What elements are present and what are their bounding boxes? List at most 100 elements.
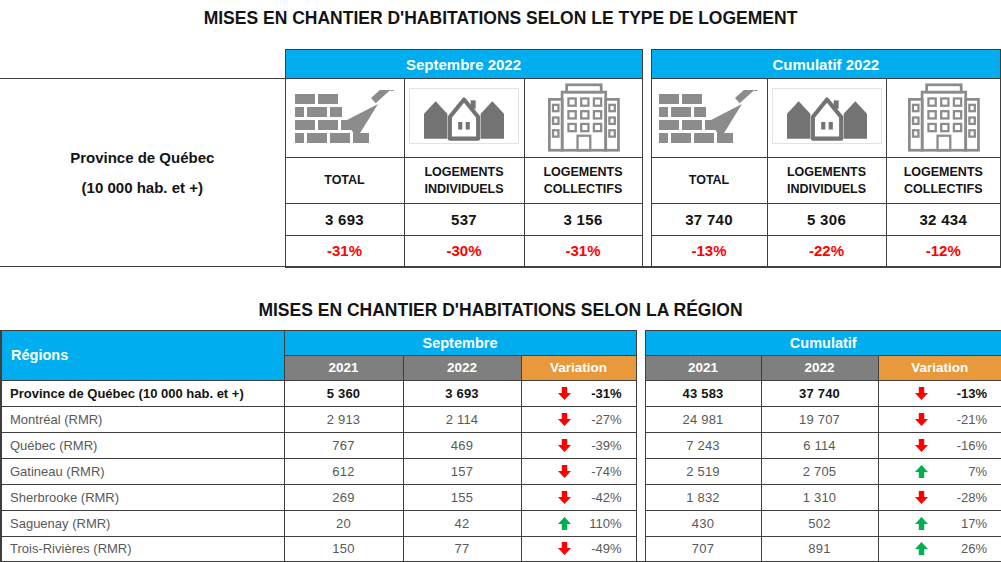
trend-arrow-icon <box>558 387 571 400</box>
column-label-collectifs: LOGEMENTSCOLLECTIFS <box>524 158 642 204</box>
region-name: Province de Québec (10 000 hab. et +) <box>1 380 284 406</box>
divider <box>642 158 651 204</box>
region-table: Régions Septembre Cumulatif 2021 2022 Va… <box>0 330 1001 562</box>
trend-arrow-icon <box>558 517 571 530</box>
value-cell: 37 740 <box>651 204 767 236</box>
value-cell: 502 <box>761 510 878 536</box>
septembre-header: Septembre <box>284 330 636 355</box>
value-cell: 707 <box>645 536 761 562</box>
title-type-table: MISES EN CHANTIER D'HABITATIONS SELON LE… <box>0 0 1001 29</box>
variation-cell: -13% <box>878 380 1001 406</box>
province-row-label: Province de Québec (10 000 hab. et +) <box>0 79 285 267</box>
province-label-line2: (10 000 hab. et +) <box>0 173 285 203</box>
region-name: Québec (RMR) <box>1 432 284 458</box>
table-row: Trois-Rivières (RMR) 150 77 -49% 707 891… <box>1 536 1001 562</box>
subheader-variation: Variation <box>521 355 636 380</box>
trend-arrow-icon <box>915 491 928 504</box>
empty-corner <box>0 50 285 79</box>
value-cell: 5 360 <box>284 380 403 406</box>
trend-arrow-icon <box>558 491 571 504</box>
divider <box>642 79 651 158</box>
value-cell: 7 243 <box>645 432 761 458</box>
value-cell: 37 740 <box>761 380 878 406</box>
table-row: Montréal (RMR) 2 913 2 114 -27% 24 981 1… <box>1 406 1001 432</box>
value-cell: 269 <box>284 484 403 510</box>
divider <box>636 484 645 510</box>
variation-cell: 7% <box>878 458 1001 484</box>
subheader-2022: 2022 <box>761 355 878 380</box>
value-cell: 537 <box>404 204 524 236</box>
column-label-individuels: LOGEMENTSINDIVIDUELS <box>404 158 524 204</box>
subheader-2022: 2022 <box>403 355 521 380</box>
province-label-line1: Province de Québec <box>0 143 285 173</box>
variation-cell: -16% <box>878 432 1001 458</box>
report-page: MISES EN CHANTIER D'HABITATIONS SELON LE… <box>0 0 1001 562</box>
table-row: Saguenay (RMR) 20 42 110% 430 502 17% <box>1 510 1001 536</box>
value-cell: 19 707 <box>761 406 878 432</box>
variation-cell: -22% <box>767 236 886 267</box>
value-cell: 1 310 <box>761 484 878 510</box>
group-header-cumulatif-2022: Cumulatif 2022 <box>651 50 1001 79</box>
value-cell: 1 832 <box>645 484 761 510</box>
trend-arrow-icon <box>915 542 928 555</box>
table-row: Gatineau (RMR) 612 157 -74% 2 519 2 705 … <box>1 458 1001 484</box>
value-cell: 2 114 <box>403 406 521 432</box>
divider <box>642 204 651 236</box>
construction-icon <box>651 79 767 158</box>
divider <box>642 50 651 79</box>
variation-cell: 110% <box>521 510 636 536</box>
value-cell: 43 583 <box>645 380 761 406</box>
construction-icon <box>285 79 404 158</box>
cumulatif-header: Cumulatif <box>645 330 1001 355</box>
value-cell: 3 693 <box>403 380 521 406</box>
value-cell: 3 693 <box>285 204 404 236</box>
apartment-building-icon <box>886 79 1001 158</box>
table-row: Sherbrooke (RMR) 269 155 -42% 1 832 1 31… <box>1 484 1001 510</box>
value-cell: 2 913 <box>284 406 403 432</box>
variation-cell: 17% <box>878 510 1001 536</box>
value-cell: 42 <box>403 510 521 536</box>
trend-arrow-icon <box>915 387 928 400</box>
value-cell: 430 <box>645 510 761 536</box>
value-cell: 150 <box>284 536 403 562</box>
value-cell: 891 <box>761 536 878 562</box>
variation-cell: -31% <box>524 236 642 267</box>
subheader-2021: 2021 <box>645 355 761 380</box>
variation-cell: -42% <box>521 484 636 510</box>
divider <box>636 536 645 562</box>
value-cell: 6 114 <box>761 432 878 458</box>
divider <box>636 510 645 536</box>
subheader-2021: 2021 <box>284 355 403 380</box>
value-cell: 2 705 <box>761 458 878 484</box>
title-region-table: MISES EN CHANTIER D'HABITATIONS SELON LA… <box>0 300 1001 321</box>
apartment-building-icon <box>524 79 642 158</box>
value-cell: 155 <box>403 484 521 510</box>
trend-arrow-icon <box>915 517 928 530</box>
value-cell: 20 <box>284 510 403 536</box>
variation-cell: -13% <box>651 236 767 267</box>
divider <box>636 380 645 406</box>
value-cell: 32 434 <box>886 204 1001 236</box>
single-home-icon <box>767 79 886 158</box>
divider <box>636 432 645 458</box>
variation-cell: -12% <box>886 236 1001 267</box>
trend-arrow-icon <box>915 413 928 426</box>
trend-arrow-icon <box>558 439 571 452</box>
value-cell: 2 519 <box>645 458 761 484</box>
single-home-icon <box>404 79 524 158</box>
value-cell: 5 306 <box>767 204 886 236</box>
subheader-variation: Variation <box>878 355 1001 380</box>
region-name: Trois-Rivières (RMR) <box>1 536 284 562</box>
group-header-septembre-2022: Septembre 2022 <box>285 50 642 79</box>
type-table: Septembre 2022 Cumulatif 2022 Province d… <box>0 49 1001 268</box>
value-cell: 612 <box>284 458 403 484</box>
trend-arrow-icon <box>558 542 571 555</box>
value-cell: 77 <box>403 536 521 562</box>
column-label-total: TOTAL <box>651 158 767 204</box>
value-cell: 469 <box>403 432 521 458</box>
column-label-total: TOTAL <box>285 158 404 204</box>
divider <box>636 458 645 484</box>
region-name: Sherbrooke (RMR) <box>1 484 284 510</box>
variation-cell: -28% <box>878 484 1001 510</box>
column-label-collectifs: LOGEMENTSCOLLECTIFS <box>886 158 1001 204</box>
